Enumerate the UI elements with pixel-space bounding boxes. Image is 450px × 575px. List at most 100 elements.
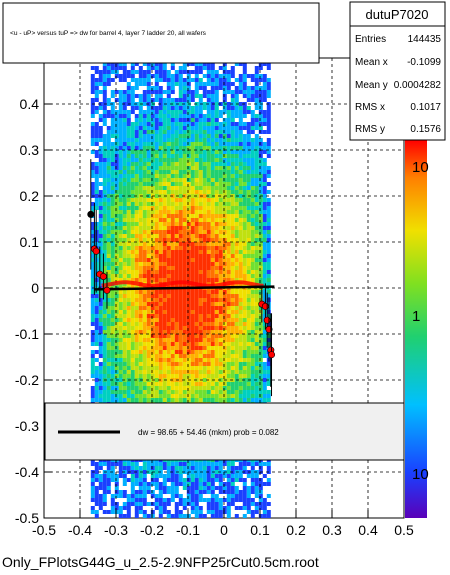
density-cell [170,250,175,254]
density-cell [158,70,163,74]
density-cell [226,266,231,270]
density-cell [246,322,251,326]
density-cell [118,154,123,158]
density-cell [98,350,103,354]
density-cell [214,74,219,78]
density-cell [226,142,231,146]
colorbar-label-mid: 1 [412,308,420,325]
density-cell [106,222,111,226]
density-cell [150,162,155,166]
density-cell [166,202,171,206]
density-cell [262,322,267,326]
density-cell [138,478,143,482]
density-cell [130,302,135,306]
density-cell [238,222,243,226]
density-cell [182,94,187,98]
density-cell [150,98,155,102]
density-cell [234,370,239,374]
density-cell [102,266,107,270]
density-cell [122,126,127,130]
density-cell [126,74,131,78]
density-cell [122,234,127,238]
density-cell [158,310,163,314]
density-cell [250,502,255,506]
density-cell [94,198,99,202]
density-cell [226,130,231,134]
density-cell [118,514,123,518]
density-cell [258,198,263,202]
density-cell [138,118,143,122]
density-cell [154,362,159,366]
density-cell [226,274,231,278]
density-cell [174,178,179,182]
density-cell [110,238,115,242]
density-cell [158,306,163,310]
density-cell [194,122,199,126]
density-cell [150,338,155,342]
density-cell [90,206,95,210]
density-cell [266,278,271,282]
density-cell [126,206,131,210]
density-cell [126,330,131,334]
density-cell [254,218,259,222]
density-cell [146,298,151,302]
density-cell [210,346,215,350]
density-cell [162,358,167,362]
density-cell [134,278,139,282]
density-cell [114,326,119,330]
density-cell [206,214,211,218]
density-cell [174,222,179,226]
density-cell [114,126,119,130]
density-cell [90,202,95,206]
density-cell [198,154,203,158]
density-cell [198,482,203,486]
density-cell [106,298,111,302]
density-cell [258,390,263,394]
density-cell [222,158,227,162]
density-cell [118,150,123,154]
stats-value-entries: 144435 [408,34,442,45]
density-cell [254,198,259,202]
density-cell [130,314,135,318]
density-cell [246,106,251,110]
density-cell [130,246,135,250]
density-cell [126,210,131,214]
density-cell [110,106,115,110]
density-cell [202,194,207,198]
density-cell [262,354,267,358]
density-cell [134,202,139,206]
density-cell [138,182,143,186]
density-cell [262,230,267,234]
density-cell [218,398,223,402]
colorbar-label-bottom: 10 [412,466,429,483]
density-cell [222,270,227,274]
density-cell [234,110,239,114]
density-cell [130,130,135,134]
density-cell [126,358,131,362]
density-cell [266,466,271,470]
density-cell [102,106,107,110]
density-cell [266,206,271,210]
density-cell [170,350,175,354]
density-cell [170,174,175,178]
density-cell [250,98,255,102]
density-cell [226,238,231,242]
density-cell [130,154,135,158]
density-cell [242,486,247,490]
density-cell [186,394,191,398]
density-cell [250,210,255,214]
density-cell [126,278,131,282]
density-cell [134,94,139,98]
density-cell [202,234,207,238]
density-cell [174,138,179,142]
density-cell [130,262,135,266]
density-cell [194,230,199,234]
density-cell [246,330,251,334]
density-cell [238,326,243,330]
density-cell [102,174,107,178]
density-cell [218,222,223,226]
density-cell [206,218,211,222]
density-cell [94,282,99,286]
density-cell [134,510,139,514]
density-cell [102,374,107,378]
